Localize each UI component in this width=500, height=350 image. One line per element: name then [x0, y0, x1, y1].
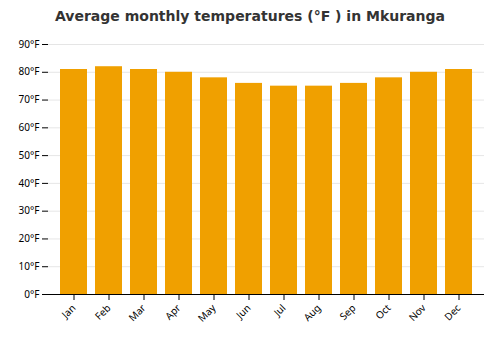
svg-text:Sep: Sep [336, 301, 358, 323]
svg-text:40°F: 40°F [19, 176, 40, 190]
svg-text:Aug: Aug [300, 301, 323, 324]
svg-text:80°F: 80°F [19, 64, 40, 78]
svg-text:Apr: Apr [162, 301, 184, 323]
svg-text:30°F: 30°F [19, 203, 40, 217]
svg-text:Jun: Jun [232, 301, 253, 322]
svg-text:Nov: Nov [405, 300, 429, 324]
svg-text:0°F: 0°F [24, 287, 39, 301]
svg-text:50°F: 50°F [19, 148, 40, 162]
svg-text:Mar: Mar [125, 301, 148, 324]
svg-text:Oct: Oct [372, 301, 394, 323]
svg-text:60°F: 60°F [19, 120, 40, 134]
svg-text:Dec: Dec [441, 301, 464, 324]
svg-text:May: May [194, 300, 219, 325]
svg-text:70°F: 70°F [19, 92, 40, 106]
svg-text:Jan: Jan [58, 301, 79, 322]
svg-text:90°F: 90°F [19, 37, 40, 51]
svg-text:Jul: Jul [270, 301, 289, 320]
svg-text:Feb: Feb [91, 301, 113, 323]
html-text:Average monthly temperatures (: Average monthly temperatures (°F ) in Mk… [55, 8, 445, 24]
svg-text:20°F: 20°F [19, 231, 40, 245]
svg-text:10°F: 10°F [19, 259, 40, 273]
